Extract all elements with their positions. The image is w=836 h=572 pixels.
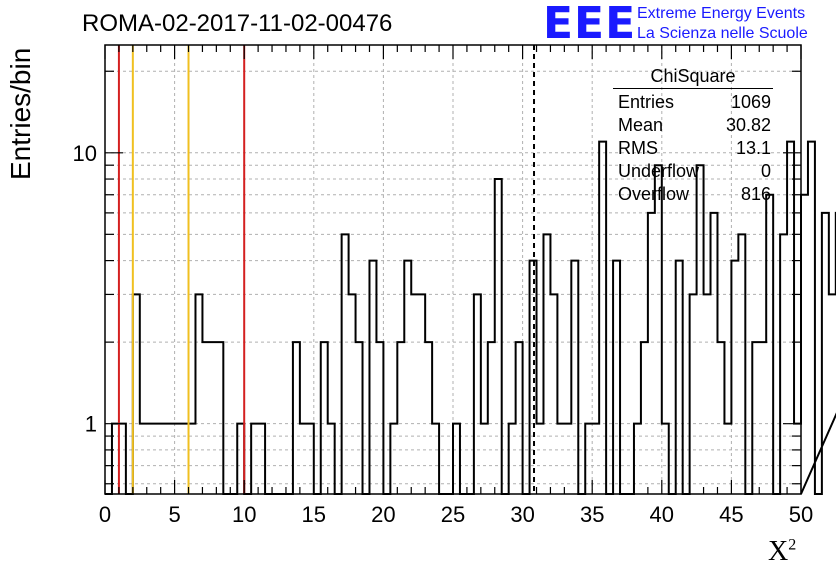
x-tick-label: 15	[302, 502, 326, 527]
logo-line-2: La Scienza nelle Scuole	[637, 25, 808, 42]
stats-row-underflow: Underflow 0	[613, 160, 773, 183]
stats-row-entries: Entries 1069	[613, 91, 773, 114]
stats-title: ChiSquare	[613, 66, 773, 89]
x-tick-label: 10	[232, 502, 256, 527]
x-tick-label: 25	[441, 502, 465, 527]
logo-line-1: Extreme Energy Events	[637, 5, 806, 22]
stats-row-rms: RMS 13.1	[613, 137, 773, 160]
x-axis-label-base: X	[768, 536, 789, 567]
stats-row-overflow: Overflow 816	[613, 183, 773, 206]
x-axis-label: X2	[768, 536, 796, 568]
stats-label: Overflow	[618, 184, 690, 204]
x-tick-label: 35	[580, 502, 604, 527]
y-axis-label: Entries/bin	[5, 47, 36, 180]
stats-label: RMS	[618, 138, 658, 158]
x-tick-label: 40	[650, 502, 674, 527]
stats-row-mean: Mean 30.82	[613, 114, 773, 137]
stats-value: 816	[740, 184, 771, 204]
y-tick-label: 10	[73, 141, 97, 166]
stats-value: 1069	[730, 92, 771, 112]
x-tick-label: 30	[510, 502, 534, 527]
logo-caption: Extreme Energy Events La Scienza nelle S…	[637, 4, 808, 44]
x-tick-label: 20	[371, 502, 395, 527]
stats-label: Underflow	[618, 161, 700, 181]
stats-value: 13.1	[735, 138, 771, 158]
x-tick-label: 0	[99, 502, 111, 527]
y-tick-label: 1	[85, 412, 97, 437]
histogram-title: ROMA-02-2017-11-02-00476	[82, 10, 393, 37]
x-axis-label-superscript: 2	[788, 536, 797, 554]
stats-label: Mean	[618, 115, 664, 135]
stats-label: Entries	[618, 92, 675, 112]
x-tick-label: 50	[789, 502, 813, 527]
x-tick-label: 45	[719, 502, 743, 527]
x-tick-label: 5	[168, 502, 180, 527]
stats-value: 0	[760, 161, 771, 181]
eee-logo: EEE	[543, 0, 637, 49]
stats-box: ChiSquare Entries 1069 Mean 30.82 RMS 13.1 …	[613, 66, 773, 206]
stats-value: 30.82	[725, 115, 771, 135]
